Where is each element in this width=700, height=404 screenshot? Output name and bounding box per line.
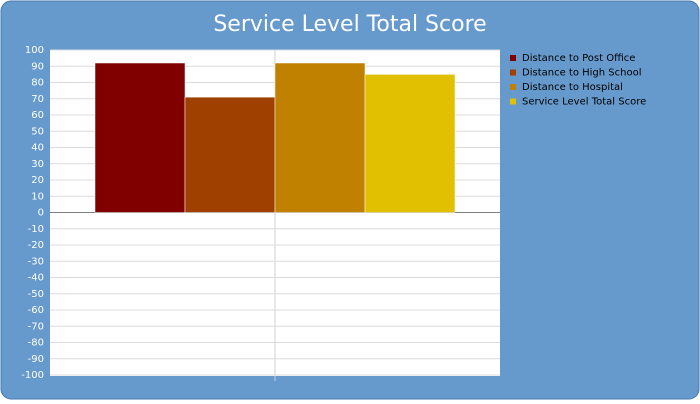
y-tick-label: 100 — [25, 45, 44, 56]
y-tick-label: -50 — [28, 289, 44, 300]
y-tick-label: -60 — [28, 305, 44, 316]
y-tick-label: 70 — [31, 94, 44, 105]
y-tick-label: 20 — [31, 175, 44, 186]
y-tick-label: -70 — [28, 321, 44, 332]
y-tick-label: 40 — [31, 143, 44, 154]
y-tick-label: 0 — [38, 208, 44, 219]
bar — [184, 96, 276, 213]
legend-label: Distance to Post Office — [522, 53, 635, 64]
y-tick-label: 50 — [31, 126, 44, 137]
y-tick-label: -30 — [28, 256, 44, 267]
chart-title: Service Level Total Score — [213, 12, 486, 37]
y-tick-label: 80 — [31, 78, 44, 89]
bar — [274, 62, 366, 213]
y-tick-label: -20 — [28, 240, 44, 251]
legend-label: Distance to Hospital — [522, 82, 623, 93]
y-tick-label: -100 — [21, 370, 44, 381]
legend-swatch — [510, 69, 516, 76]
y-tick-label: -90 — [28, 354, 44, 365]
legend-swatch — [510, 98, 516, 105]
y-tick-label: -10 — [28, 224, 44, 235]
bar — [94, 62, 186, 213]
y-tick-label: 30 — [31, 159, 44, 170]
y-tick-label: 10 — [31, 191, 44, 202]
bar — [364, 74, 456, 213]
legend-swatch — [510, 84, 516, 90]
legend-label: Distance to High School — [522, 68, 641, 79]
y-tick-label: -80 — [28, 338, 44, 349]
legend-label: Service Level Total Score — [522, 97, 646, 108]
y-tick-label: -40 — [28, 273, 44, 284]
legend-swatch — [510, 55, 516, 61]
y-tick-label: 90 — [31, 61, 44, 72]
y-tick-label: 60 — [31, 110, 44, 121]
